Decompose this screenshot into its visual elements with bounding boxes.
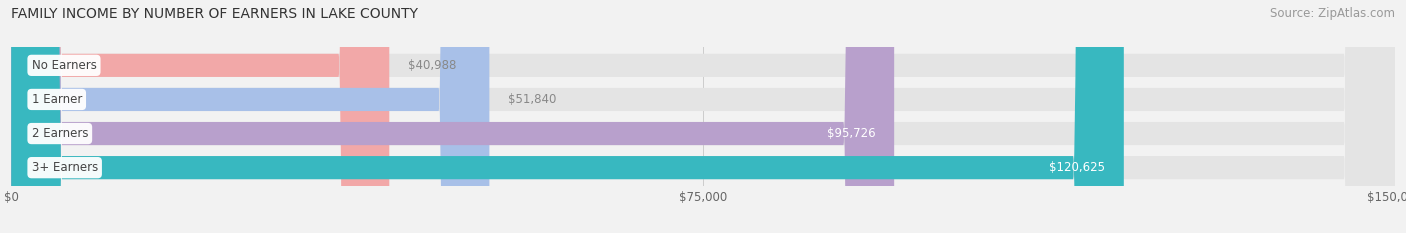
FancyBboxPatch shape: [11, 0, 894, 233]
Text: FAMILY INCOME BY NUMBER OF EARNERS IN LAKE COUNTY: FAMILY INCOME BY NUMBER OF EARNERS IN LA…: [11, 7, 418, 21]
FancyBboxPatch shape: [11, 0, 1395, 233]
Text: 3+ Earners: 3+ Earners: [31, 161, 98, 174]
Text: $51,840: $51,840: [508, 93, 557, 106]
Text: 2 Earners: 2 Earners: [31, 127, 89, 140]
FancyBboxPatch shape: [11, 0, 1395, 233]
Text: $120,625: $120,625: [1049, 161, 1105, 174]
FancyBboxPatch shape: [11, 0, 1395, 233]
FancyBboxPatch shape: [11, 0, 489, 233]
Text: 1 Earner: 1 Earner: [31, 93, 82, 106]
Text: No Earners: No Earners: [31, 59, 97, 72]
FancyBboxPatch shape: [11, 0, 389, 233]
Text: $95,726: $95,726: [827, 127, 876, 140]
Text: Source: ZipAtlas.com: Source: ZipAtlas.com: [1270, 7, 1395, 20]
FancyBboxPatch shape: [11, 0, 1123, 233]
FancyBboxPatch shape: [11, 0, 1395, 233]
Text: $40,988: $40,988: [408, 59, 456, 72]
